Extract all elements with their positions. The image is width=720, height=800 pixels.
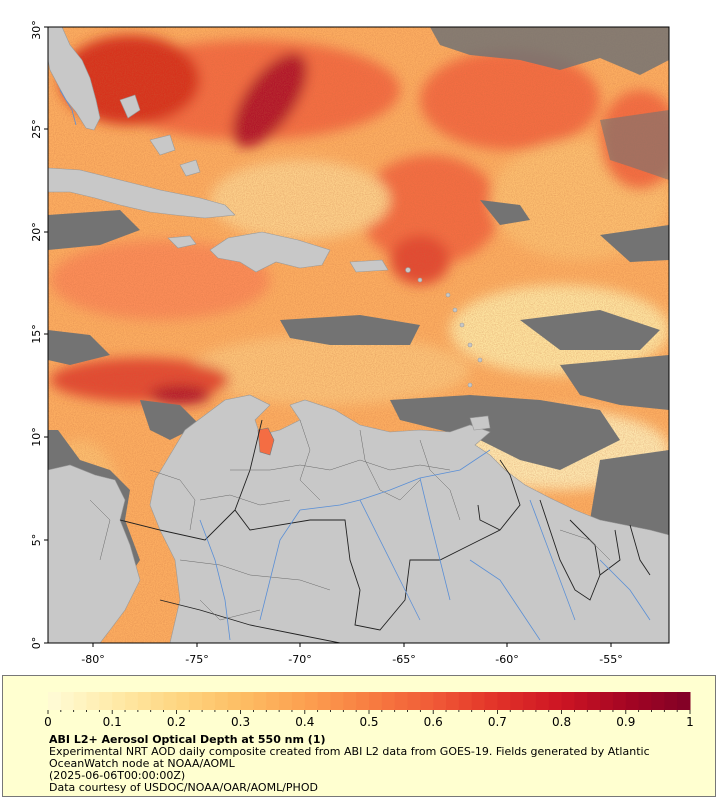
lon-tick-60: -60°	[495, 653, 518, 666]
colorbar-swatch	[214, 692, 229, 710]
colorbar-ticks	[47, 710, 691, 714]
legend-date: (2025-06-06T00:00:00Z)	[49, 769, 186, 782]
south-america	[149, 394, 669, 643]
colorbar-swatch	[484, 692, 498, 710]
legend-title: ABI L2+ Aerosol Optical Depth at 550 nm …	[49, 733, 326, 746]
colorbar-swatch	[600, 692, 614, 710]
lat-tick-25: 25°	[30, 119, 43, 139]
colorbar-swatch	[163, 692, 177, 710]
colorbar-swatch	[523, 692, 537, 710]
colorbar-swatch	[279, 692, 293, 710]
lat-tick-30: 30°	[30, 20, 43, 40]
colorbar-swatch	[266, 692, 280, 710]
colorbar-swatch	[343, 692, 357, 710]
florida	[48, 27, 101, 131]
lon-tick-70: -70°	[288, 653, 311, 666]
tick-marks	[44, 26, 612, 647]
colorbar-swatch	[535, 692, 550, 710]
lat-tick-5: 5°	[30, 534, 43, 547]
colorbar-swatch	[561, 692, 575, 710]
colorbar-swatch	[497, 692, 511, 710]
colorbar-swatch	[189, 692, 203, 710]
colorbar-swatch	[638, 692, 652, 710]
colorbar-swatch	[446, 692, 460, 710]
colorbar-swatch	[99, 692, 113, 710]
colorbar-swatch	[574, 692, 588, 710]
legend-panel: 0 0.1 0.2 0.3 0.4 0.5 0.6 0.7 0.8 0.9 1 ABI L2+ Ae…	[2, 675, 716, 797]
colorbar-swatch	[317, 692, 331, 710]
colorbar-swatch	[137, 692, 152, 710]
colorbar-swatch	[664, 692, 678, 710]
colorbar-swatch	[176, 692, 190, 710]
colorbar-swatch	[651, 692, 665, 710]
colorbar-label: 0.9	[616, 715, 635, 729]
colorbar-label: 0.6	[424, 715, 443, 729]
colorbar-swatch	[291, 692, 306, 710]
colorbar-swatches	[48, 692, 691, 710]
colorbar-label: 1	[686, 715, 694, 729]
colorbar-swatch	[471, 692, 486, 710]
land	[48, 27, 669, 643]
colorbar-swatch	[369, 692, 383, 710]
legend-description: Experimental NRT AOD daily composite cre…	[49, 745, 650, 770]
colorbar-swatch	[73, 692, 88, 710]
colorbar-label: 0.7	[488, 715, 507, 729]
colorbar-swatch	[304, 692, 319, 710]
colorbar-swatch	[202, 692, 216, 710]
lon-tick-55: -55°	[599, 653, 622, 666]
lat-tick-20: 20°	[30, 222, 43, 242]
colorbar-swatch	[125, 692, 139, 710]
colorbar-label: 0.1	[103, 715, 122, 729]
colorbar-swatch	[407, 692, 421, 710]
colorbar-swatch	[356, 692, 370, 710]
lat-axis-labels: 0° 5° 10° 15° 20° 25° 30°	[30, 20, 43, 649]
colorbar-swatch	[86, 692, 100, 710]
colorbar-swatch	[612, 692, 627, 710]
lon-tick-75: -75°	[185, 653, 208, 666]
colorbar-swatch	[677, 692, 691, 710]
colorbar-label: 0.3	[231, 715, 250, 729]
lat-tick-15: 15°	[30, 324, 43, 344]
lon-tick-65: -65°	[392, 653, 415, 666]
colorbar-swatch	[150, 692, 165, 710]
colorbar-label: 0.8	[552, 715, 571, 729]
colorbar-swatch	[458, 692, 473, 710]
colorbar-label: 0.2	[167, 715, 186, 729]
colorbar-label: 0.4	[295, 715, 314, 729]
colorbar-swatch	[510, 692, 524, 710]
lat-tick-10: 10°	[30, 427, 43, 447]
colorbar-swatch	[433, 692, 447, 710]
colorbar-swatch	[548, 692, 563, 710]
colorbar-swatch	[240, 692, 254, 710]
colorbar-swatch	[420, 692, 434, 710]
lon-tick-80: -80°	[81, 653, 104, 666]
lat-tick-0: 0°	[30, 637, 43, 650]
legend-credit: Data courtesy of USDOC/NOAA/OAR/AOML/PHO…	[49, 781, 318, 794]
colorbar-swatch	[394, 692, 409, 710]
borders	[119, 419, 651, 643]
cuba	[48, 167, 236, 219]
colorbar-swatch	[381, 692, 396, 710]
colorbar-swatch	[330, 692, 344, 710]
lon-axis-labels: -80° -75° -70° -65° -60° -55°	[81, 653, 622, 666]
colorbar-swatch	[112, 692, 126, 710]
colorbar: 0 0.1 0.2 0.3 0.4 0.5 0.6 0.7 0.8 0.9 1	[44, 692, 694, 729]
colorbar-swatch	[587, 692, 601, 710]
colorbar-swatch	[253, 692, 267, 710]
plot-frame	[47, 26, 670, 644]
colorbar-label: 0	[44, 715, 52, 729]
lake-maracaibo	[257, 427, 275, 456]
rivers	[59, 89, 651, 641]
colorbar-label: 0.5	[359, 715, 378, 729]
colorbar-swatch	[48, 692, 62, 710]
colorbar-labels: 0 0.1 0.2 0.3 0.4 0.5 0.6 0.7 0.8 0.9 1	[44, 715, 694, 729]
map: 0° 5° 10° 15° 20° 25° 30° -80° -75° -70°…	[30, 20, 670, 666]
colorbar-swatch	[227, 692, 242, 710]
admin-lines	[89, 419, 611, 621]
colorbar-swatch	[625, 692, 640, 710]
hispaniola	[209, 231, 331, 273]
colorbar-swatch	[60, 692, 75, 710]
